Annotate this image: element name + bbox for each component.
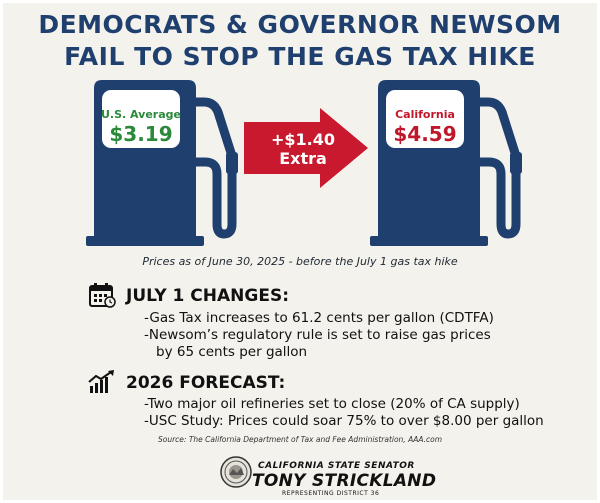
- california-label: California: [395, 108, 455, 121]
- senator-name: TONY STRICKLAND: [252, 471, 437, 491]
- right-arrow-icon: [244, 108, 368, 188]
- headline-line-1: DEMOCRATS & GOVERNOR NEWSOM: [38, 10, 562, 39]
- forecast-heading: 2026 FORECAST:: [126, 373, 286, 393]
- arrow-extra: Extra: [279, 149, 327, 168]
- senator-title: CALIFORNIA STATE SENATOR: [258, 461, 415, 471]
- price-date-caption: Prices as of June 30, 2025 - before the …: [142, 255, 458, 268]
- california-price: $4.59: [393, 122, 457, 146]
- us-average-label: U.S. Average: [101, 108, 181, 121]
- us-average-gas-pump: U.S. Average $3.19: [86, 78, 240, 246]
- price-increase-arrow: +$1.40 Extra: [244, 108, 368, 188]
- state-seal-logo: [220, 456, 252, 488]
- senator-district: REPRESENTING DISTRICT 36: [282, 490, 380, 497]
- gas-pump-icon: [86, 80, 238, 246]
- change-item: by 65 cents per gallon: [156, 344, 308, 360]
- trend-up-chart-icon: [88, 370, 116, 394]
- calendar-icon: [88, 282, 116, 308]
- change-item: -Newsom’s regulatory rule is set to rais…: [144, 327, 491, 343]
- forecast-item: -Two major oil refineries set to close (…: [144, 396, 520, 412]
- july-changes-heading: JULY 1 CHANGES:: [126, 286, 289, 306]
- forecast-item: -USC Study: Prices could soar 75% to ove…: [144, 413, 544, 429]
- us-average-price: $3.19: [109, 122, 173, 146]
- headline-line-2: FAIL TO STOP THE GAS TAX HIKE: [64, 42, 536, 71]
- source-citation: Source: The California Department of Tax…: [157, 435, 443, 444]
- california-gas-pump: California $4.59: [370, 78, 524, 246]
- change-item: -Gas Tax increases to 61.2 cents per gal…: [144, 310, 494, 326]
- gas-pump-icon: [370, 80, 522, 246]
- arrow-amount: +$1.40: [270, 130, 335, 149]
